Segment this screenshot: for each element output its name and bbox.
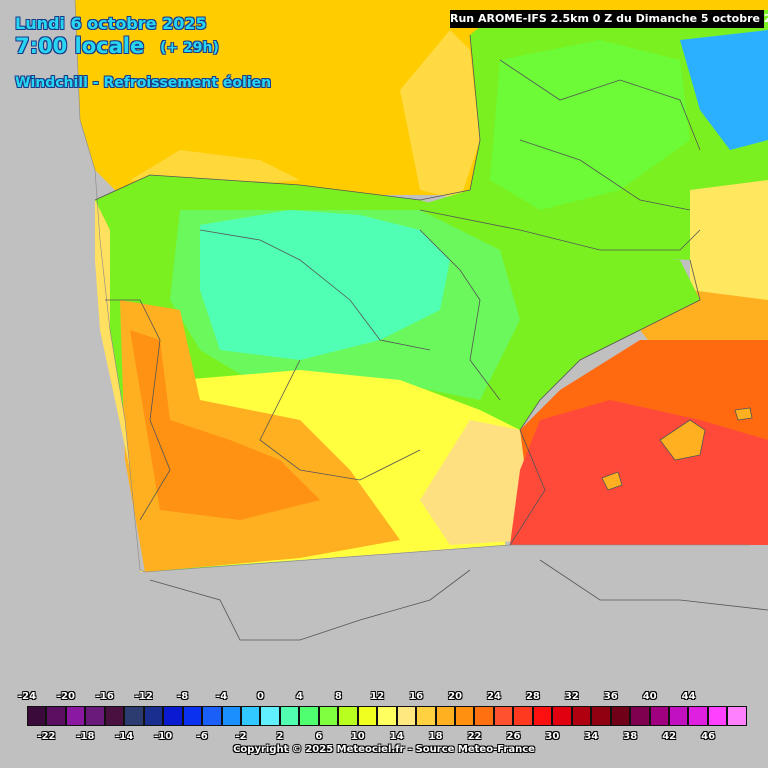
scale-cell bbox=[416, 706, 436, 726]
scale-cell bbox=[591, 706, 611, 726]
scale-label-lower: 26 bbox=[506, 731, 521, 742]
scale-label-lower: 46 bbox=[701, 731, 716, 742]
france-alps-blue bbox=[680, 30, 768, 150]
scale-label-upper: 0 bbox=[257, 691, 264, 702]
scale-label-upper: 24 bbox=[487, 691, 501, 702]
scale-cell bbox=[396, 706, 417, 726]
scale-cell bbox=[532, 706, 553, 726]
copyright-text: Copyright © 2025 Meteociel.fr - Source M… bbox=[233, 744, 535, 755]
domain-edge bbox=[74, 0, 750, 573]
scale-label-upper: -8 bbox=[177, 691, 189, 702]
scale-label-lower: 10 bbox=[350, 731, 365, 742]
ibiza bbox=[601, 471, 623, 491]
scale-cell bbox=[104, 706, 125, 726]
scale-cell bbox=[182, 706, 203, 726]
scale-label-upper: -20 bbox=[56, 691, 75, 702]
scale-cell bbox=[299, 706, 319, 726]
scale-label-lower: 2 bbox=[276, 731, 284, 742]
scale-label-upper: 32 bbox=[564, 691, 579, 702]
scale-cell bbox=[357, 706, 378, 726]
scale-cell bbox=[27, 706, 47, 726]
scale-label-upper: 20 bbox=[448, 691, 463, 702]
scale-cell bbox=[85, 706, 105, 726]
scale-cell bbox=[727, 706, 747, 726]
scale-label-upper: -24 bbox=[17, 691, 37, 702]
sea-bay-light bbox=[400, 30, 480, 200]
forecast-lead-time: (+ 29h) bbox=[160, 40, 219, 56]
iberia-light-green bbox=[170, 210, 520, 400]
scale-cell bbox=[571, 706, 592, 726]
scale-cell bbox=[630, 706, 650, 726]
scale-cell bbox=[65, 706, 86, 726]
scale-label-lower: -14 bbox=[115, 731, 134, 742]
scale-label-upper: 36 bbox=[603, 691, 618, 702]
scale-label-lower: 22 bbox=[467, 731, 482, 742]
scale-cell bbox=[260, 706, 280, 726]
scale-cell bbox=[454, 706, 475, 726]
scale-cell bbox=[649, 706, 669, 726]
scale-label-upper: -4 bbox=[216, 691, 228, 702]
scale-cell bbox=[279, 706, 300, 726]
scale-label-lower: 38 bbox=[623, 731, 638, 742]
run-info-banner: Run AROME-IFS 2.5km 0 Z du Dimanche 5 oc… bbox=[450, 10, 768, 28]
scale-cell bbox=[202, 706, 222, 726]
scale-cell bbox=[435, 706, 455, 726]
iberia-southwest-dark bbox=[130, 330, 320, 520]
scale-label-upper: 44 bbox=[681, 691, 696, 702]
scale-label-lower: -10 bbox=[154, 731, 173, 742]
scale-cell bbox=[46, 706, 66, 726]
mallorca bbox=[659, 419, 706, 461]
scale-label-lower: 18 bbox=[428, 731, 443, 742]
scale-cell bbox=[240, 706, 261, 726]
scale-label-upper: -12 bbox=[134, 691, 153, 702]
scale-label-lower: 14 bbox=[389, 731, 404, 742]
france-green-light bbox=[490, 40, 690, 210]
scale-label-upper: 12 bbox=[370, 691, 385, 702]
scale-cell bbox=[474, 706, 494, 726]
color-scale bbox=[27, 706, 747, 726]
forecast-date: Lundi 6 octobre 2025 bbox=[15, 14, 207, 33]
menorca bbox=[734, 407, 753, 421]
scale-label-lower: 6 bbox=[315, 731, 323, 742]
scale-cell bbox=[552, 706, 572, 726]
scale-cell bbox=[143, 706, 164, 726]
scale-cell bbox=[668, 706, 689, 726]
border-lines bbox=[94, 34, 768, 641]
scale-cell bbox=[338, 706, 358, 726]
scale-label-lower: -18 bbox=[76, 731, 95, 742]
scale-cell bbox=[688, 706, 708, 726]
scale-cell bbox=[318, 706, 339, 726]
parameter-title: Windchill - Refroissement éolien bbox=[15, 75, 272, 91]
scale-label-lower: 42 bbox=[662, 731, 677, 742]
scale-label-lower: 30 bbox=[545, 731, 560, 742]
scale-cell bbox=[610, 706, 631, 726]
scale-label-upper: 4 bbox=[295, 691, 303, 702]
forecast-hour: 7:00 locale bbox=[15, 34, 145, 58]
scale-cell bbox=[163, 706, 183, 726]
sea-atlantic-west bbox=[95, 200, 145, 572]
scale-label-upper: 8 bbox=[334, 691, 342, 702]
scale-label-upper: -16 bbox=[95, 691, 114, 702]
scale-label-upper: 28 bbox=[525, 691, 540, 702]
scale-label-lower: 34 bbox=[584, 731, 599, 742]
scale-cell bbox=[513, 706, 533, 726]
scale-cell bbox=[707, 706, 728, 726]
scale-label-lower: -2 bbox=[235, 731, 247, 742]
scale-label-upper: 40 bbox=[642, 691, 657, 702]
scale-cell bbox=[493, 706, 514, 726]
scale-label-upper: 16 bbox=[409, 691, 424, 702]
iberia-southeast-yellow bbox=[420, 420, 545, 545]
scale-label-lower: -22 bbox=[37, 731, 56, 742]
scale-cell bbox=[124, 706, 144, 726]
scale-cell bbox=[221, 706, 241, 726]
scale-cell bbox=[377, 706, 397, 726]
scale-label-lower: -6 bbox=[196, 731, 208, 742]
